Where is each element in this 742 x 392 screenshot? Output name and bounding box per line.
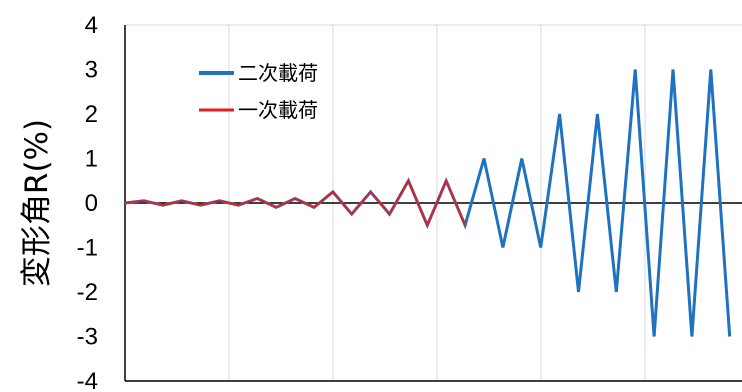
y-tick-label: -1 (77, 235, 98, 262)
series-lines (124, 69, 732, 337)
y-tick-label: -2 (77, 279, 98, 306)
y-tick-label: 1 (85, 146, 98, 173)
y-tick-label: 0 (85, 190, 98, 217)
axes (124, 25, 742, 382)
y-tick-label: -3 (77, 324, 98, 351)
y-tick-label: -4 (77, 368, 98, 392)
y-tick-labels: 4 3 2 1 0 -1 -2 -3 -4 (77, 12, 98, 392)
y-axis-label: 変形角R(%) (19, 119, 55, 287)
y-tick-label: 4 (85, 12, 98, 39)
y-tick-label: 3 (85, 57, 98, 84)
legend-label-2: 一次載荷 (238, 98, 318, 122)
y-tick-label: 2 (85, 101, 98, 128)
legend-label-1: 二次載荷 (238, 61, 318, 85)
series-line-2 (124, 178, 467, 228)
